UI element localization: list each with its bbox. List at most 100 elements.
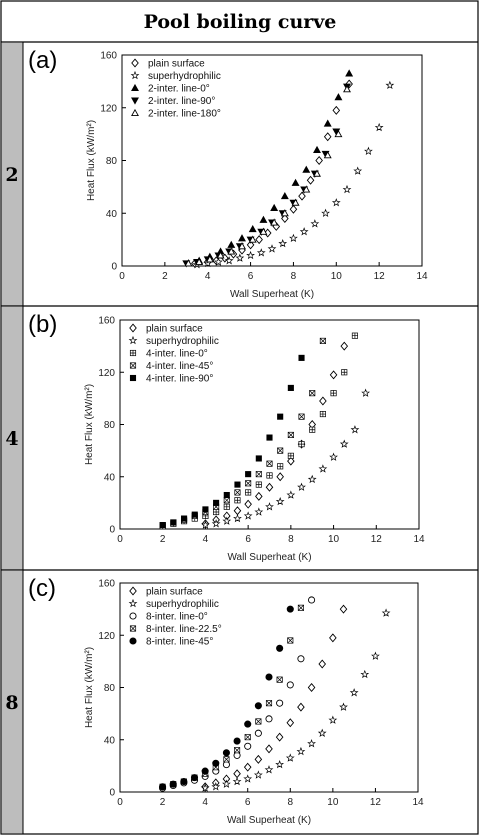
data-point (254, 754, 263, 764)
data-point (254, 507, 264, 516)
data-point (259, 227, 268, 235)
data-point-cross (352, 332, 358, 339)
data-point (255, 718, 262, 725)
data-point (227, 240, 236, 248)
data-point (309, 390, 316, 397)
data-point-cross (320, 411, 326, 417)
data-point-cross (256, 481, 262, 488)
x-tick-label: 10 (328, 534, 340, 545)
row-label: 8 (5, 692, 18, 714)
data-point (353, 166, 363, 175)
legend-marker (128, 335, 138, 345)
y-tick-label: 160 (100, 51, 117, 62)
data-point (159, 522, 166, 529)
legend-entry: plain surface (146, 324, 203, 335)
data-point (275, 496, 285, 506)
panel-label: (b) (28, 311, 57, 338)
data-point (360, 669, 370, 679)
data-point (213, 499, 220, 506)
x-tick-label: 8 (291, 271, 297, 282)
y-tick-label: 40 (104, 735, 116, 746)
data-point (222, 516, 232, 525)
legend-entry: plain surface (148, 59, 205, 70)
data-point (339, 439, 349, 448)
data-point (276, 472, 284, 482)
data-point (287, 456, 295, 466)
data-point (309, 426, 316, 433)
data-point-x (319, 337, 326, 344)
data-point-x (287, 637, 294, 644)
data-point (286, 605, 294, 613)
x-axis-label: Wall Superheat (K) (230, 289, 314, 300)
data-point (223, 491, 230, 499)
x-tick-label: 0 (119, 271, 125, 282)
data-point (227, 247, 236, 255)
y-tick-label: 40 (106, 209, 118, 220)
data-point-cross (213, 509, 219, 515)
legend-marker-cross (130, 350, 136, 356)
legend-marker (131, 97, 139, 105)
y-tick-label: 80 (104, 683, 116, 694)
x-tick-label: 14 (413, 534, 425, 545)
x-tick-label: 12 (370, 797, 382, 808)
data-point (298, 354, 305, 361)
data-point-x (277, 447, 284, 454)
data-point (317, 728, 327, 737)
data-point (329, 633, 337, 643)
data-point (266, 434, 273, 441)
x-axis-label: Wall Superheat (K) (227, 815, 311, 826)
data-point (319, 411, 326, 418)
data-point-cross (224, 504, 230, 510)
data-point (222, 761, 230, 769)
legend-entry: 8-inter. line-45° (146, 637, 213, 648)
x-tick-label: 8 (288, 534, 294, 545)
data-point (277, 413, 284, 420)
data-point (319, 337, 326, 344)
data-point (276, 644, 284, 652)
data-point-cross (288, 453, 294, 459)
x-tick-label: 0 (117, 797, 123, 808)
data-point (287, 452, 294, 459)
y-tick-label: 0 (109, 788, 115, 799)
series-5 (159, 605, 294, 791)
x-tick-label: 10 (327, 797, 339, 808)
data-point (339, 604, 348, 614)
data-point (270, 203, 279, 211)
data-point (170, 519, 177, 526)
x-tick-label: 6 (248, 271, 254, 282)
data-point (298, 413, 305, 420)
data-point (224, 256, 234, 265)
legend-marker (129, 612, 137, 620)
data-point (328, 715, 338, 724)
y-tick-label: 80 (106, 156, 118, 167)
data-point (254, 702, 262, 710)
data-point (318, 659, 327, 669)
data-point-cross (330, 390, 337, 396)
legend-marker (129, 349, 137, 357)
data-point (299, 227, 309, 236)
data-point (245, 489, 252, 496)
data-point (246, 250, 255, 260)
data-point (371, 651, 380, 660)
data-point (287, 384, 294, 391)
data-point (307, 739, 316, 748)
data-point (233, 769, 241, 779)
data-point (306, 175, 315, 185)
data-point (287, 637, 294, 644)
data-point (278, 238, 288, 248)
data-point (264, 765, 274, 774)
data-point (181, 515, 188, 522)
data-point (259, 215, 268, 223)
data-point (212, 759, 220, 767)
series-5 (184, 85, 351, 267)
legend-entry: 8-inter. line-22.5° (146, 624, 222, 635)
y-axis: 0 40 80 120 160 (98, 579, 124, 799)
legend-entry: 4-inter. line-90° (146, 374, 213, 385)
data-point (385, 80, 395, 90)
data-point (313, 169, 321, 177)
data-point (243, 762, 252, 772)
